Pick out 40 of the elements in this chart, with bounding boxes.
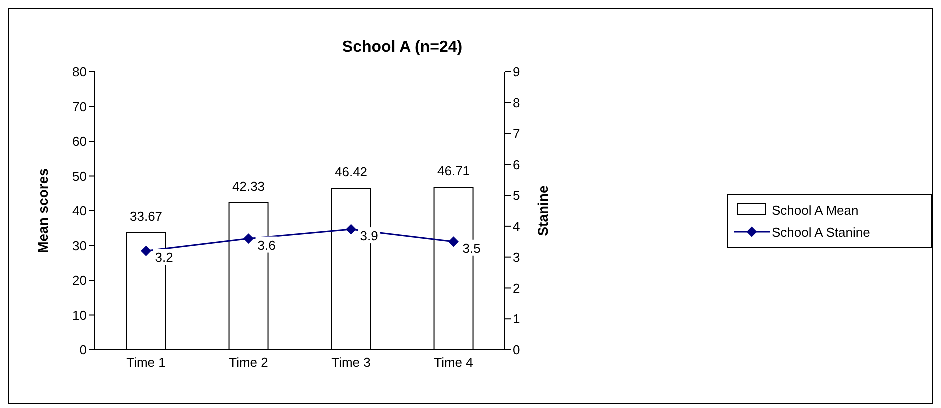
y2-tick-label: 8 bbox=[513, 96, 520, 111]
point bbox=[141, 246, 152, 256]
point bbox=[346, 224, 356, 235]
y2-tick-label: 6 bbox=[513, 157, 520, 172]
data-label: 46.42 bbox=[335, 164, 368, 180]
y-tick-label: 40 bbox=[72, 204, 87, 219]
data-label: 3.2 bbox=[155, 250, 174, 266]
data-label: 46.71 bbox=[438, 164, 470, 179]
y2-tick-label: 0 bbox=[513, 342, 520, 358]
y2-tick-label: 4 bbox=[513, 219, 520, 234]
x-tick-label: Time 2 bbox=[229, 355, 268, 370]
chart-title: School A (n=24) bbox=[341, 39, 464, 57]
y-axis-title: Mean scores bbox=[34, 168, 51, 254]
point bbox=[448, 236, 459, 247]
x-tick-label: Time 4 bbox=[434, 355, 474, 370]
legend-label: School A Mean bbox=[772, 202, 859, 218]
y2-tick-label: 5 bbox=[513, 188, 520, 204]
y-tick-label: 20 bbox=[72, 273, 87, 288]
data-label: 3.9 bbox=[360, 228, 378, 244]
x-tick-label: Time 3 bbox=[332, 355, 371, 370]
y2-tick-label: 1 bbox=[513, 312, 520, 327]
y2-tick-label: 7 bbox=[513, 126, 520, 142]
y-tick-label: 0 bbox=[80, 342, 87, 358]
data-label: 3.5 bbox=[462, 240, 481, 256]
legend-label: School A Stanine bbox=[772, 224, 870, 240]
data-label: 33.67 bbox=[130, 208, 163, 224]
y-tick-label: 60 bbox=[72, 134, 87, 150]
x-tick-label: Time 1 bbox=[126, 355, 166, 370]
y-tick-label: 50 bbox=[72, 168, 87, 184]
point bbox=[244, 234, 254, 244]
y-tick-label: 30 bbox=[72, 238, 87, 254]
y2-tick-label: 9 bbox=[513, 64, 520, 80]
y-tick-label: 80 bbox=[72, 64, 87, 80]
y-tick-label: 10 bbox=[72, 308, 87, 323]
y2-tick-label: 3 bbox=[513, 250, 520, 265]
y-tick-label: 70 bbox=[72, 99, 87, 114]
data-label: 3.6 bbox=[258, 238, 276, 253]
data-label: 42.33 bbox=[232, 178, 266, 194]
y2-axis-title: Stanine bbox=[534, 186, 551, 236]
y2-tick-label: 2 bbox=[513, 280, 520, 296]
